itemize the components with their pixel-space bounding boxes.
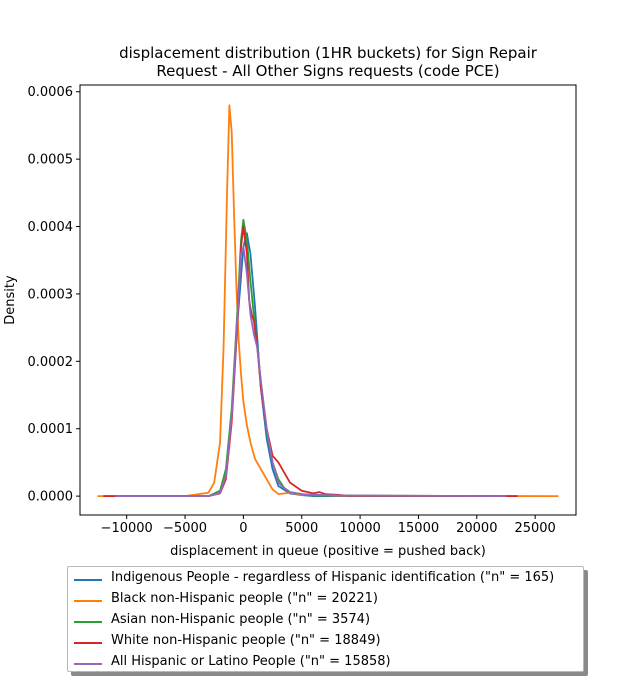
legend-label: Asian non-Hispanic people ("n" = 3574) [111,612,371,627]
y-tick-label: 0.0003 [28,287,74,302]
legend-item-1: Indigenous People - regardless of Hispan… [68,569,583,589]
chart-title-line-2: Request - All Other Signs requests (code… [156,62,499,80]
y-axis-label: Density [3,275,18,325]
legend-swatch [74,621,102,623]
x-tick-label: 10000 [339,521,380,536]
x-tick-label: 15000 [398,521,439,536]
y-tick-label: 0.0004 [28,220,74,235]
legend-label: Black non-Hispanic people ("n" = 20221) [111,591,378,606]
y-tick-label: 0.0000 [28,490,74,505]
legend-label: Indigenous People - regardless of Hispan… [111,570,555,585]
legend-swatch [74,579,102,581]
y-tick-label: 0.0001 [28,422,74,437]
x-tick-label: 20000 [456,521,497,536]
y-tick-label: 0.0002 [28,355,74,370]
chart-title-line-1: displacement distribution (1HR buckets) … [119,44,538,62]
x-tick-label: 0 [239,521,247,536]
legend-swatch [74,642,102,644]
x-tick-label: −10000 [101,521,153,536]
x-axis-label: displacement in queue (positive = pushed… [170,544,486,559]
x-tick-label: 25000 [514,521,555,536]
legend: Indigenous People - regardless of Hispan… [67,566,584,672]
legend-item-2: Black non-Hispanic people ("n" = 20221) [68,590,583,610]
legend-swatch [74,663,102,665]
series-line-2 [97,104,559,498]
series-layer [97,104,559,498]
legend-label: All Hispanic or Latino People ("n" = 158… [111,654,391,669]
y-tick-label: 0.0006 [28,85,74,100]
x-tick-label: 5000 [285,521,318,536]
x-tick-label: −5000 [163,521,207,536]
y-tick-label: 0.0005 [28,153,74,168]
legend-item-5: All Hispanic or Latino People ("n" = 158… [68,653,583,673]
legend-item-3: Asian non-Hispanic people ("n" = 3574) [68,611,583,631]
series-line-5 [115,245,506,498]
plot-frame [79,84,577,516]
series-line-3 [115,218,501,498]
legend-label: White non-Hispanic people ("n" = 18849) [111,633,381,648]
legend-item-4: White non-Hispanic people ("n" = 18849) [68,632,583,652]
legend-swatch [74,600,102,602]
density-chart: displacement distribution (1HR buckets) … [3,44,577,559]
x-axis: −10000 −5000 0 5000 10000 15000 20000 25000 [101,515,556,536]
series-line-1 [103,232,518,498]
y-axis: 0.0000 0.0001 0.0002 0.0003 0.0004 0.0005 0.00… [28,85,80,505]
series-line-4 [103,225,518,498]
